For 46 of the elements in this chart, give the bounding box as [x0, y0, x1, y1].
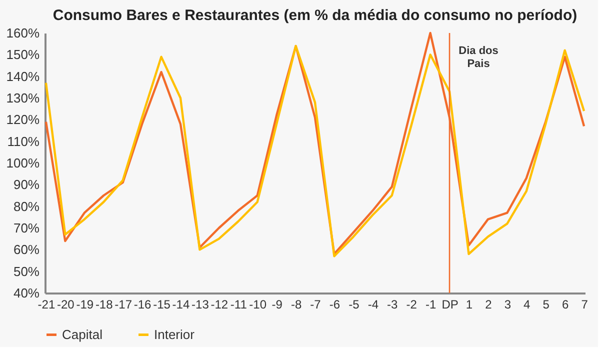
y-tick-label: 100%	[6, 156, 40, 170]
y-tick-label: 120%	[6, 112, 40, 128]
x-tick-label: -21	[38, 298, 56, 312]
x-tick-label: -4	[368, 298, 379, 312]
chart-title: Consumo Bares e Restaurantes (em % da média do consumo no período)	[52, 7, 578, 24]
x-tick-label: -16	[134, 298, 152, 312]
y-tick-label: 160%	[6, 26, 40, 40]
legend-label: Interior	[154, 326, 196, 342]
x-tick-label: -13	[192, 298, 210, 312]
x-tick-label: -2	[406, 298, 418, 312]
x-tick-label: -20	[57, 298, 75, 312]
x-tick-label: -3	[387, 298, 398, 312]
x-tick-label: -17	[114, 298, 132, 312]
ref-line-label: Dia dos Pais	[458, 45, 498, 70]
y-tick-label: 40%	[13, 286, 40, 300]
x-tick-label: 3	[504, 298, 512, 312]
x-tick-label: -14	[172, 298, 190, 312]
x-tick-label: 1	[466, 298, 473, 312]
x-tick-label: 5	[542, 298, 550, 312]
x-tick-label: 6	[562, 298, 569, 312]
x-tick-label: 2	[485, 298, 492, 312]
y-tick-label: 50%	[13, 264, 40, 279]
x-tick-label: -15	[153, 298, 171, 312]
y-tick-label: 60%	[13, 242, 40, 258]
y-tick-label: 110%	[7, 134, 40, 149]
y-tick-label: 70%	[13, 220, 40, 236]
x-tick-label: -8	[290, 298, 302, 312]
y-tick-label: 80%	[13, 198, 40, 214]
x-tick-label: -6	[329, 298, 340, 312]
x-tick-label: -11	[230, 298, 248, 312]
x-tick-label: 4	[524, 298, 531, 312]
x-tick-label: -19	[76, 298, 94, 312]
x-tick-label: 7	[581, 298, 588, 312]
y-tick-label: 150%	[6, 47, 40, 62]
y-tick-label: 130%	[6, 90, 40, 106]
x-tick-label: -7	[310, 298, 322, 312]
x-tick-label: -12	[210, 298, 228, 312]
x-tick-label: -9	[272, 298, 283, 312]
legend-label: Capital	[62, 326, 103, 342]
x-tick-label: -10	[249, 298, 267, 312]
x-tick-label: -1	[425, 298, 436, 312]
x-tick-label: -5	[348, 298, 360, 312]
y-tick-label: 90%	[13, 177, 40, 192]
x-tick-label: -18	[95, 298, 114, 312]
y-tick-label: 140%	[6, 68, 40, 84]
x-tick-label: DP	[442, 298, 458, 312]
